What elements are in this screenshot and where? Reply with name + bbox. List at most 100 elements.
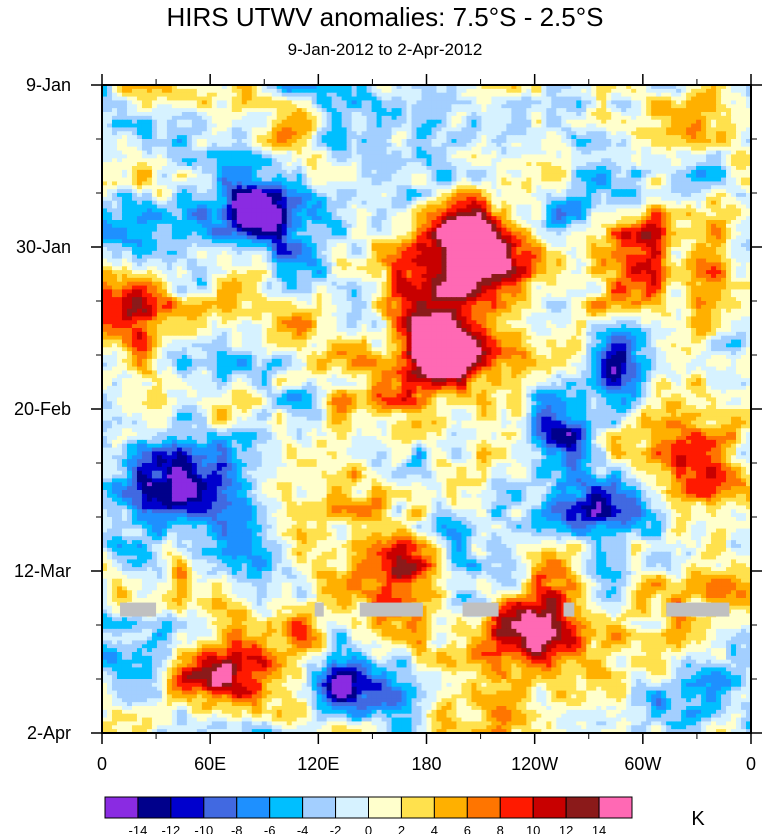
heatmap-cell bbox=[206, 108, 213, 113]
heatmap-cell bbox=[206, 223, 213, 229]
heatmap-cell bbox=[526, 135, 532, 140]
heatmap-cell bbox=[196, 88, 203, 94]
heatmap-cell bbox=[151, 216, 158, 221]
heatmap-cell bbox=[161, 150, 168, 156]
heatmap-cell bbox=[391, 115, 398, 121]
heatmap-cell bbox=[331, 193, 338, 198]
heatmap-cell bbox=[171, 88, 178, 94]
heatmap-cell bbox=[676, 173, 682, 179]
heatmap-cell bbox=[731, 115, 737, 121]
heatmap-cell bbox=[216, 158, 223, 163]
heatmap-cell bbox=[291, 200, 298, 206]
heatmap-cell bbox=[741, 227, 747, 233]
heatmap-cell bbox=[296, 177, 303, 183]
heatmap-cell bbox=[371, 154, 378, 159]
heatmap-cell bbox=[136, 173, 143, 179]
heatmap-cell bbox=[601, 123, 607, 129]
heatmap-cell bbox=[681, 173, 687, 179]
heatmap-cell bbox=[261, 135, 268, 140]
heatmap-cell bbox=[176, 189, 183, 194]
heatmap-cell bbox=[111, 231, 118, 237]
heatmap-cell bbox=[241, 212, 248, 217]
heatmap-cell bbox=[271, 177, 278, 183]
heatmap-cell bbox=[676, 112, 682, 117]
heatmap-cell bbox=[341, 185, 348, 190]
heatmap-cell bbox=[466, 177, 473, 183]
heatmap-cell bbox=[301, 166, 308, 171]
heatmap-cell bbox=[661, 196, 667, 202]
heatmap-cell bbox=[306, 85, 313, 90]
heatmap-cell bbox=[111, 169, 118, 175]
heatmap-cell bbox=[166, 146, 173, 152]
heatmap-cell bbox=[141, 193, 148, 198]
heatmap-cell bbox=[596, 216, 602, 221]
heatmap-cell bbox=[136, 223, 143, 229]
heatmap-cell bbox=[671, 100, 677, 105]
heatmap-cell bbox=[306, 150, 313, 156]
heatmap-cell bbox=[596, 100, 602, 105]
heatmap-cell bbox=[741, 115, 747, 121]
heatmap-cell bbox=[141, 88, 148, 94]
heatmap-cell bbox=[506, 216, 512, 221]
heatmap-cell bbox=[266, 216, 273, 221]
heatmap-cell bbox=[176, 104, 183, 109]
heatmap-cell bbox=[321, 231, 328, 237]
heatmap-cell bbox=[696, 220, 702, 225]
heatmap-cell bbox=[471, 220, 478, 225]
heatmap-cell bbox=[731, 208, 737, 213]
heatmap-cell bbox=[411, 208, 418, 213]
heatmap-cell bbox=[601, 189, 607, 194]
heatmap-cell bbox=[736, 193, 742, 198]
heatmap-cell bbox=[461, 150, 468, 156]
heatmap-cell bbox=[636, 162, 642, 167]
heatmap-cell bbox=[226, 223, 233, 229]
heatmap-cell bbox=[546, 85, 552, 90]
heatmap-cell bbox=[616, 196, 622, 202]
heatmap-cell bbox=[211, 177, 218, 183]
heatmap-cell bbox=[671, 177, 677, 183]
heatmap-cell bbox=[696, 223, 702, 229]
heatmap-cell bbox=[336, 85, 343, 90]
heatmap-cell bbox=[576, 115, 582, 121]
heatmap-cell bbox=[361, 127, 368, 132]
heatmap-cell bbox=[206, 220, 213, 225]
heatmap-cell bbox=[396, 189, 403, 194]
heatmap-cell bbox=[656, 135, 662, 140]
heatmap-cell bbox=[291, 154, 298, 159]
heatmap-cell bbox=[376, 166, 383, 171]
heatmap-cell bbox=[102, 200, 108, 206]
heatmap-cell bbox=[296, 127, 303, 132]
heatmap-cell bbox=[631, 88, 637, 94]
heatmap-cell bbox=[536, 119, 542, 125]
heatmap-cell bbox=[196, 92, 203, 98]
heatmap-cell bbox=[451, 158, 458, 163]
heatmap-cell bbox=[536, 100, 542, 105]
heatmap-cell bbox=[456, 227, 463, 233]
heatmap-cell bbox=[431, 220, 438, 225]
heatmap-cell bbox=[246, 104, 253, 109]
heatmap-cell bbox=[361, 169, 368, 175]
heatmap-cell bbox=[131, 200, 138, 206]
heatmap-cell bbox=[276, 150, 283, 156]
heatmap-cell bbox=[666, 223, 672, 229]
heatmap-cell bbox=[566, 223, 572, 229]
heatmap-cell bbox=[416, 135, 423, 140]
heatmap-cell bbox=[566, 181, 572, 186]
heatmap-cell bbox=[201, 96, 208, 102]
heatmap-cell bbox=[106, 88, 113, 94]
heatmap-cell bbox=[286, 88, 293, 94]
heatmap-cell bbox=[306, 112, 313, 117]
heatmap-cell bbox=[456, 92, 463, 98]
heatmap-cell bbox=[656, 166, 662, 171]
heatmap-cell bbox=[426, 88, 433, 94]
heatmap-cell bbox=[631, 135, 637, 140]
heatmap-cell bbox=[181, 139, 188, 144]
heatmap-cell bbox=[416, 123, 423, 129]
heatmap-cell bbox=[336, 177, 343, 183]
heatmap-cell bbox=[481, 150, 488, 156]
heatmap-cell bbox=[481, 88, 488, 94]
heatmap-cell bbox=[221, 162, 228, 167]
heatmap-cell bbox=[226, 139, 233, 144]
heatmap-cell bbox=[411, 223, 418, 229]
heatmap-cell bbox=[286, 177, 293, 183]
